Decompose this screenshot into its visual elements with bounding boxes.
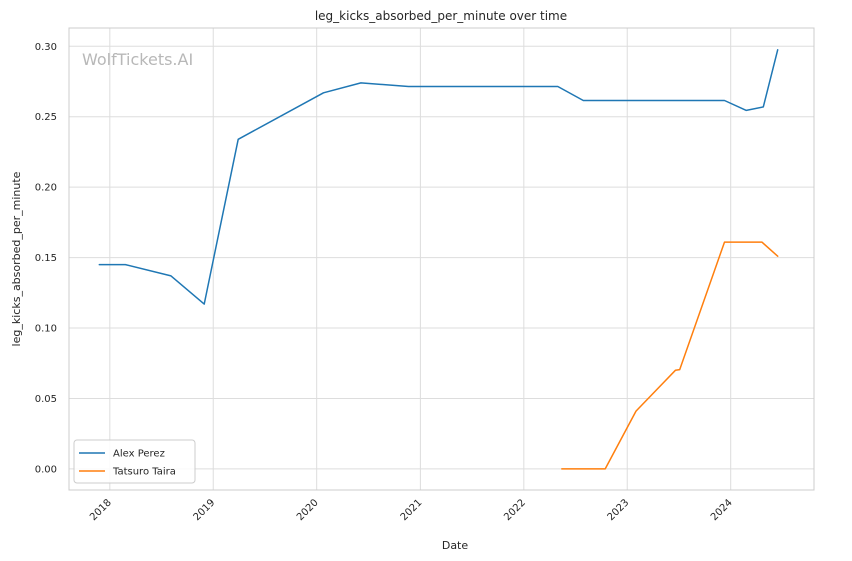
series-line-alex-perez (98, 49, 779, 305)
legend-label: Tatsuro Taira (112, 467, 176, 478)
legend-label: Alex Perez (113, 449, 165, 460)
legend: Alex Perez Tatsuro Taira (73, 439, 196, 484)
y-axis-label: leg_kicks_absorbed_per_minute (10, 171, 23, 346)
y-tick-label: 0.25 (35, 112, 57, 123)
y-tick-label: 0.15 (35, 253, 57, 264)
y-tick-labels: 0.00 0.05 0.10 0.15 0.20 0.25 0.30 (35, 42, 57, 476)
watermark: WolfTickets.AI (82, 50, 193, 69)
chart-title: leg_kicks_absorbed_per_minute over time (315, 9, 567, 23)
series-line-tatsuro-taira (561, 241, 779, 470)
y-tick-label: 0.20 (35, 183, 57, 194)
y-tick-label: 0.05 (35, 394, 57, 405)
y-tick-label: 0.10 (35, 324, 57, 335)
y-tick-label: 0.30 (35, 42, 57, 53)
x-axis-label: Date (442, 539, 469, 552)
series-lines (98, 49, 779, 470)
y-tick-label: 0.00 (35, 464, 57, 475)
legend-box (73, 439, 196, 484)
plot-frame (68, 27, 815, 491)
